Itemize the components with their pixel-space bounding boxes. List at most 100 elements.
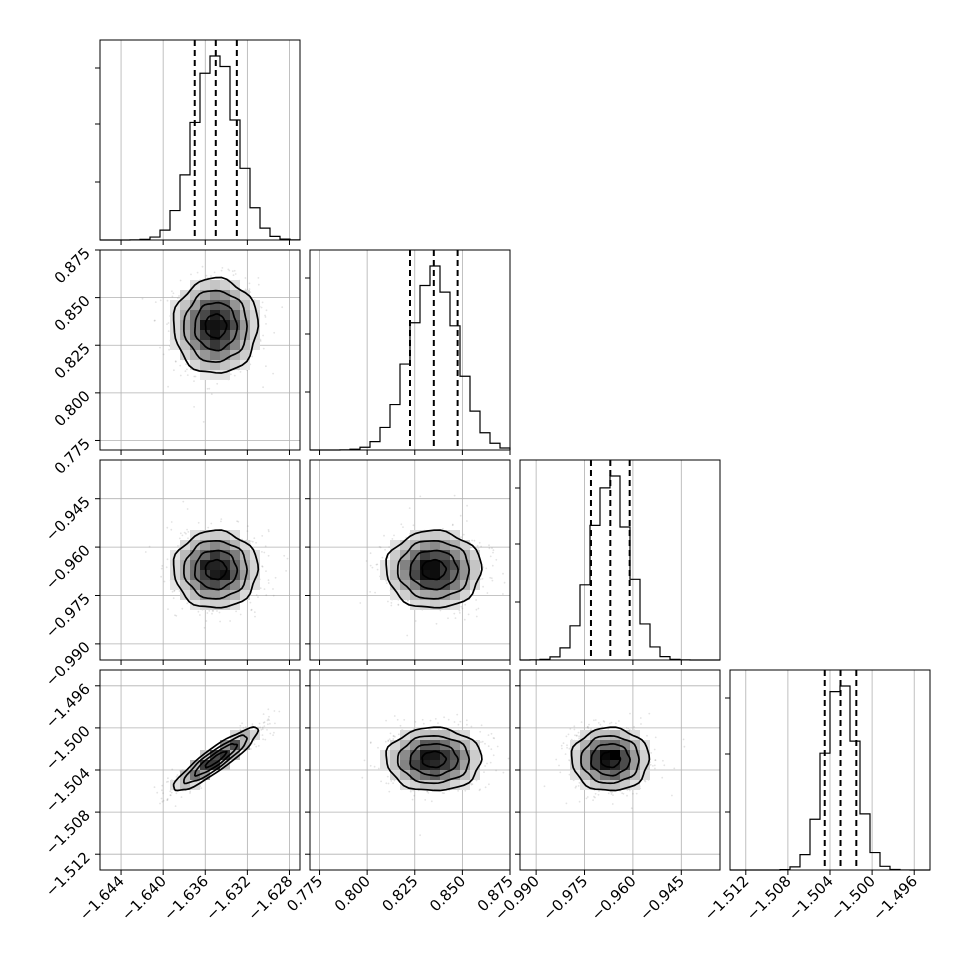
density-area bbox=[153, 708, 281, 807]
density-cell bbox=[230, 310, 240, 320]
density-cell bbox=[450, 540, 460, 550]
density-cell bbox=[400, 560, 410, 570]
density-cell bbox=[220, 360, 230, 370]
density-cell bbox=[190, 300, 200, 310]
density-cell bbox=[210, 280, 220, 290]
density-cell bbox=[430, 540, 440, 550]
density-cell bbox=[180, 290, 190, 300]
density-cell bbox=[180, 780, 190, 790]
density-cell bbox=[420, 780, 430, 790]
density-cell bbox=[450, 770, 460, 780]
histogram-panel-0 bbox=[95, 39, 301, 245]
density-cell bbox=[460, 750, 470, 760]
density-cell bbox=[180, 320, 190, 330]
density-cell bbox=[590, 750, 600, 760]
density-cell bbox=[430, 590, 440, 600]
density-cell bbox=[190, 340, 200, 350]
density-cell bbox=[410, 740, 420, 750]
density-cell bbox=[220, 370, 230, 380]
panel-frame bbox=[99, 39, 301, 241]
density-cell bbox=[180, 340, 190, 350]
density-cell bbox=[180, 300, 190, 310]
density-cell bbox=[420, 540, 430, 550]
density-cell bbox=[410, 780, 420, 790]
density-cell bbox=[230, 600, 240, 610]
density-cell bbox=[240, 360, 250, 370]
density-cell bbox=[430, 560, 440, 570]
contour-line bbox=[385, 726, 483, 792]
density-cell bbox=[470, 570, 480, 580]
density-cell bbox=[400, 770, 410, 780]
density-cell bbox=[640, 770, 650, 780]
contour-line bbox=[396, 539, 471, 600]
contour-line bbox=[421, 558, 448, 581]
density-cell bbox=[420, 590, 430, 600]
density-cell bbox=[580, 740, 590, 750]
density-cell bbox=[410, 750, 420, 760]
density-cell bbox=[250, 560, 260, 570]
density-cell bbox=[240, 730, 250, 740]
density-cell bbox=[210, 340, 220, 350]
contour-line bbox=[580, 735, 640, 785]
density-cell bbox=[220, 550, 230, 560]
density-cell bbox=[230, 300, 240, 310]
density-cell bbox=[230, 290, 240, 300]
density-cell bbox=[220, 760, 230, 770]
panel-frame bbox=[309, 459, 511, 661]
density-cell bbox=[400, 590, 410, 600]
density-cell bbox=[220, 340, 230, 350]
density-cell bbox=[450, 560, 460, 570]
density-cell bbox=[410, 760, 420, 770]
density-cell bbox=[230, 550, 240, 560]
density-cell bbox=[460, 730, 470, 740]
density-cell bbox=[430, 530, 440, 540]
density-cell bbox=[250, 320, 260, 330]
density-cell bbox=[230, 360, 240, 370]
y-tick-label: −0.960 bbox=[42, 541, 94, 593]
density-cell bbox=[390, 760, 400, 770]
density-cell bbox=[200, 600, 210, 610]
scatter-panel-2-0: −0.990−0.975−0.960−0.945 bbox=[42, 459, 301, 690]
density-cell bbox=[440, 560, 450, 570]
density-cell bbox=[200, 290, 210, 300]
density-cell bbox=[190, 780, 200, 790]
density-cell bbox=[440, 750, 450, 760]
density-cell bbox=[440, 530, 450, 540]
density-cell bbox=[420, 530, 430, 540]
density-cell bbox=[460, 590, 470, 600]
density-cell bbox=[600, 780, 610, 790]
density-cell bbox=[200, 560, 210, 570]
density-cell bbox=[410, 530, 420, 540]
density-cell bbox=[210, 750, 220, 760]
contour-line bbox=[590, 742, 631, 777]
density-cell bbox=[450, 760, 460, 770]
density-cell bbox=[380, 570, 390, 580]
density-cell bbox=[190, 530, 200, 540]
density-cell bbox=[200, 350, 210, 360]
density-cell bbox=[610, 730, 620, 740]
density-area bbox=[361, 713, 510, 837]
density-cell bbox=[570, 750, 580, 760]
density-cell bbox=[430, 760, 440, 770]
density-cell bbox=[220, 350, 230, 360]
density-cell bbox=[220, 600, 230, 610]
density-cell bbox=[180, 350, 190, 360]
x-tick-label: −0.960 bbox=[588, 872, 640, 924]
scatter-panel-3-0: −1.512−1.508−1.504−1.500−1.496−1.644−1.6… bbox=[42, 669, 301, 924]
density-cell bbox=[210, 330, 220, 340]
density-cell bbox=[200, 770, 210, 780]
density-cell bbox=[440, 540, 450, 550]
y-tick-label: −0.990 bbox=[42, 638, 94, 690]
x-tick-label: 0.825 bbox=[378, 872, 421, 915]
panel-frame bbox=[309, 249, 511, 451]
density-cell bbox=[420, 570, 430, 580]
density-cell bbox=[590, 770, 600, 780]
density-cell bbox=[210, 560, 220, 570]
contour-line bbox=[183, 289, 248, 363]
density-cell bbox=[570, 770, 580, 780]
density-cell bbox=[220, 590, 230, 600]
density-cell bbox=[450, 600, 460, 610]
density-cell bbox=[430, 550, 440, 560]
histogram-panel-3: −1.512−1.508−1.504−1.500−1.496 bbox=[701, 669, 931, 924]
